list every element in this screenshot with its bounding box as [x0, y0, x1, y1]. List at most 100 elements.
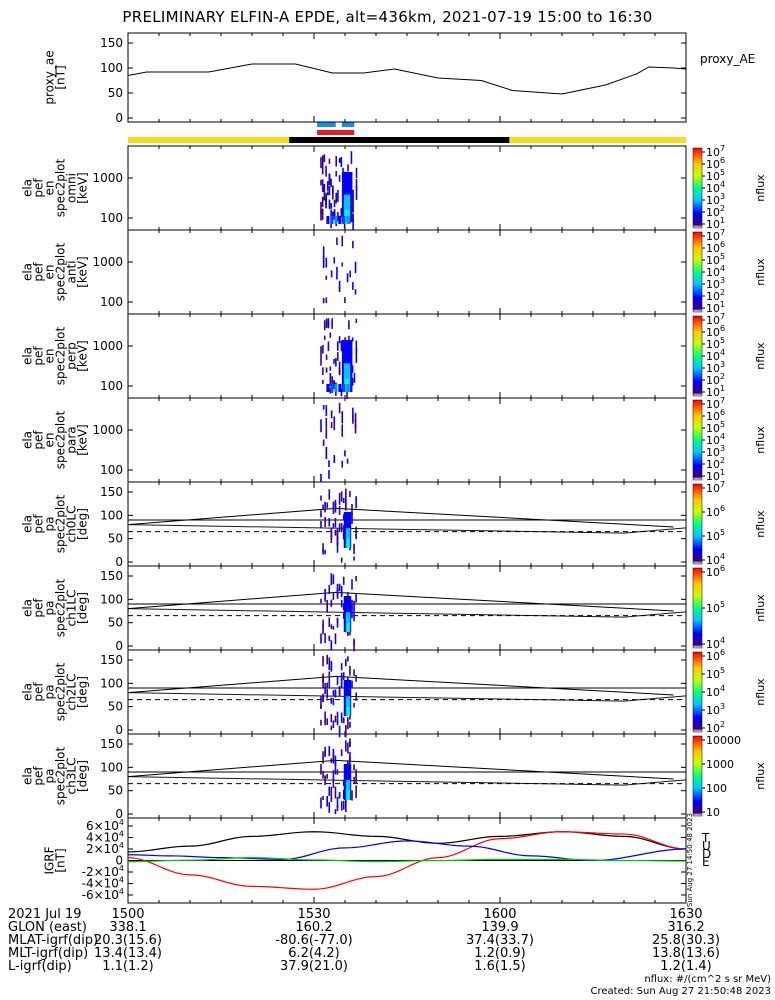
panel-frame-pa_ch3: [127, 733, 687, 819]
spectrogram-mark: [338, 793, 341, 798]
spectrogram-mark: [330, 697, 333, 704]
spectrogram-mark: [338, 175, 341, 182]
colorbar-tick-label: 1000: [706, 758, 734, 771]
spectrogram-mark: [347, 717, 349, 730]
spectrogram-mark: [338, 583, 341, 592]
spectrogram-mark: [324, 501, 326, 513]
spectrogram-mark: [349, 630, 351, 636]
y-tick-label: -6×104: [82, 887, 124, 902]
spectrogram-mark-low: [338, 216, 342, 224]
spectrogram-mark: [324, 588, 326, 602]
spectrogram-mark: [322, 624, 324, 635]
spectrogram-mark: [330, 178, 332, 188]
spectrogram-mark: [340, 208, 343, 218]
spectrogram-mark: [332, 592, 335, 600]
spectrogram-mark-low: [330, 216, 334, 224]
colorbar-tick-label: 107: [706, 480, 725, 495]
spectrogram-mark-low: [346, 216, 350, 224]
spectrogram-mark: [320, 520, 322, 529]
spectrogram-mark: [328, 489, 331, 500]
spectrogram-mark: [332, 720, 335, 729]
y-tick-label: 1000: [92, 423, 123, 437]
spectrogram-mark-core: [346, 539, 350, 548]
spectrogram-mark: [336, 540, 339, 553]
spectrogram-mark: [325, 405, 328, 416]
spectrogram-mark: [338, 361, 341, 373]
legend-entry: E: [702, 855, 710, 869]
colorbar-tick-label: 105: [706, 666, 725, 681]
spectrogram-mark: [324, 719, 326, 726]
spectrogram-mark: [353, 638, 355, 645]
spectrogram-mark: [321, 179, 324, 192]
spectrogram-mark: [338, 402, 341, 414]
y-axis-label-line: pef: [32, 514, 46, 534]
colorbar-label: nflux: [754, 258, 767, 286]
y-axis-label-line: ela: [21, 515, 35, 533]
spectrogram-mark: [333, 455, 336, 463]
colorbar-tick-label: 104: [706, 552, 725, 567]
footer-cell: 1500: [111, 907, 145, 922]
spectrogram-mark: [349, 751, 351, 761]
footer-cell: 316.2: [667, 920, 705, 935]
spectrogram-mark: [328, 470, 330, 479]
spectrogram-mark: [326, 191, 329, 196]
spectrogram-mark: [322, 246, 325, 259]
footer-cell: 37.9(21.0): [279, 959, 349, 974]
spectrogram-mark: [330, 725, 333, 731]
spectrogram-mark: [328, 517, 331, 525]
spectrogram-mark: [326, 502, 328, 509]
spectrogram-mark: [330, 787, 333, 800]
colorbar-tick-label: 102: [706, 288, 725, 303]
colorbar-label: nflux: [754, 510, 767, 538]
spectrogram-mark: [334, 786, 337, 799]
spectrogram-mark: [355, 692, 357, 701]
spectrogram-mark: [340, 749, 343, 757]
spectrogram-mark: [322, 751, 324, 758]
y-axis-label-line: spec2plot: [54, 326, 68, 385]
y-tick-label: 100: [100, 295, 123, 309]
spectrogram-mark-core: [346, 791, 350, 800]
colorbar-tick-label: 102: [706, 720, 725, 735]
spectrogram-mark: [330, 410, 333, 419]
spectrogram-mark: [338, 725, 341, 738]
field-line: [127, 776, 687, 786]
spectrogram-mark: [324, 775, 326, 786]
science-zone-marker: [317, 130, 355, 135]
y-tick-label: 100: [100, 379, 123, 393]
spectrogram-mark: [322, 795, 324, 800]
spectrogram-mark: [325, 427, 328, 439]
footer-row-label: MLT-igrf(dip): [8, 946, 89, 961]
spectrogram-mark: [321, 163, 324, 175]
spectrogram-mark: [340, 491, 343, 502]
spectrogram-mark: [340, 523, 343, 533]
spectrogram-mark: [330, 640, 333, 650]
spectrogram-mark: [349, 270, 352, 278]
y-axis-label-line: ela: [21, 347, 35, 365]
spectrogram-mark: [333, 359, 335, 364]
spectrogram-mark: [342, 672, 345, 680]
unit-note: nflux: #/(cm^2 s sr MeV): [644, 974, 771, 985]
spectrogram-mark: [351, 504, 353, 516]
spectrogram-mark: [321, 155, 324, 165]
spectrogram-mark: [330, 796, 333, 803]
spectrogram-mark: [332, 753, 335, 764]
colorbar-tick-label: 106: [706, 240, 725, 255]
spectrogram-mark: [325, 354, 328, 360]
spectrogram-mark: [355, 575, 357, 582]
spectrogram-mark: [320, 495, 322, 501]
y-tick-label: 150: [100, 569, 123, 583]
spectrogram-mark: [338, 691, 341, 697]
spectrogram-mark: [328, 635, 331, 641]
footer-cell: 1.2(0.9): [474, 946, 526, 961]
eclipse-bar: [289, 137, 510, 143]
y-tick-label: 0: [115, 111, 123, 125]
spectrogram-mark: [328, 158, 331, 164]
spectrogram-mark: [355, 167, 358, 179]
spectrogram-mark: [335, 156, 338, 167]
colorbar-tick-label: 102: [706, 456, 725, 471]
y-axis-label-line: [deg]: [76, 760, 90, 792]
y-axis-label-line: spec2plot: [54, 410, 68, 469]
spectrogram-mark-low: [346, 384, 350, 392]
spectrogram-mark: [325, 367, 328, 373]
y-axis-label-line: ela: [21, 683, 35, 701]
